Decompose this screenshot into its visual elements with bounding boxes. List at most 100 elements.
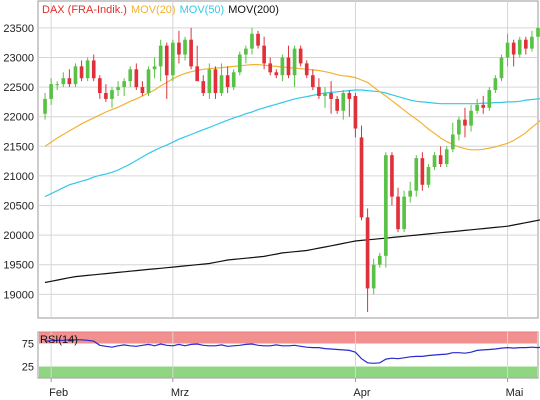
candle-body xyxy=(110,90,114,99)
legend-entry: MOV(20) xyxy=(131,4,176,16)
candle xyxy=(61,72,66,88)
candle-body xyxy=(262,45,266,64)
candle-body xyxy=(408,190,413,197)
candle-body xyxy=(517,39,522,55)
candle-body xyxy=(505,42,510,58)
rsi-line xyxy=(44,339,540,364)
mov200-line xyxy=(44,219,540,284)
candle xyxy=(487,87,492,111)
candle xyxy=(384,152,388,268)
candle xyxy=(524,36,528,55)
candle-body xyxy=(128,69,133,82)
candle-body xyxy=(231,72,236,88)
candle-body xyxy=(493,78,498,91)
candle xyxy=(457,116,461,141)
candle-body xyxy=(201,81,206,94)
candle xyxy=(377,252,382,268)
candle-body xyxy=(310,75,315,88)
candle-body xyxy=(207,69,212,94)
candle xyxy=(335,95,339,114)
candle xyxy=(517,36,522,58)
y-tick-label: 20000 xyxy=(3,230,34,242)
candle xyxy=(304,60,309,79)
candle xyxy=(122,78,126,96)
candle xyxy=(426,164,431,188)
mov50-line xyxy=(44,89,540,198)
candle xyxy=(152,57,157,79)
candle-body xyxy=(79,66,84,79)
candle-body xyxy=(286,57,291,76)
candle-body xyxy=(390,155,394,197)
candle xyxy=(317,78,321,99)
candle-body xyxy=(122,81,126,88)
x-tick-label: Feb xyxy=(49,387,68,399)
candle-body xyxy=(61,78,66,85)
candle-body xyxy=(43,98,47,114)
candle-body xyxy=(359,137,364,218)
candle-body xyxy=(335,98,339,111)
candle-body xyxy=(353,95,358,129)
candle-body xyxy=(91,60,96,79)
candle-body xyxy=(225,75,230,88)
legend-entry: MOV(50) xyxy=(180,4,225,16)
candle-body xyxy=(104,93,108,99)
candle xyxy=(67,69,72,88)
candle-body xyxy=(213,69,218,94)
candle xyxy=(237,51,242,76)
candle-body xyxy=(85,60,90,79)
rsi-panel: 25 75 RSI(14) xyxy=(22,331,540,379)
candle xyxy=(140,81,145,96)
candle-body xyxy=(292,48,297,76)
y-tick-label: 19000 xyxy=(3,289,34,301)
candle-body xyxy=(237,54,242,73)
candle-body xyxy=(244,48,248,55)
candle-body xyxy=(152,66,157,70)
y-tick-label: 21000 xyxy=(3,171,34,183)
candle-body xyxy=(268,63,273,73)
candle-body xyxy=(475,104,479,111)
candle xyxy=(195,45,200,82)
legend-entry: DAX (FRA-Indik.) xyxy=(42,4,127,16)
candle xyxy=(475,98,479,114)
candle-body xyxy=(219,75,224,94)
candle-body xyxy=(341,93,346,111)
candle-body xyxy=(256,33,260,46)
candle xyxy=(481,95,486,114)
candle-body xyxy=(171,42,175,76)
candle xyxy=(97,75,102,99)
rsi-y-tick-label: 75 xyxy=(22,339,34,351)
y-tick-label: 23500 xyxy=(3,23,34,35)
y-tick-label: 20500 xyxy=(3,201,34,213)
candle-body xyxy=(499,57,504,79)
candle-body xyxy=(67,78,72,85)
candle-body xyxy=(158,45,163,67)
candle-body xyxy=(189,39,193,67)
candle-body xyxy=(323,93,327,96)
candle-body xyxy=(463,119,467,126)
candle-body xyxy=(365,217,370,289)
candle xyxy=(219,63,224,96)
candle-body xyxy=(444,149,449,165)
candle-body xyxy=(536,27,540,37)
rsi-legend-label: RSI(14) xyxy=(40,334,78,346)
candle-body xyxy=(420,158,425,185)
candle xyxy=(55,81,60,91)
candle xyxy=(231,69,236,91)
candle xyxy=(341,90,346,120)
mov20-line xyxy=(44,63,540,151)
candle xyxy=(85,57,90,82)
candle-body xyxy=(140,87,145,94)
candle xyxy=(146,66,151,96)
candle xyxy=(298,45,303,67)
candle-body xyxy=(134,69,139,88)
candle-body xyxy=(396,196,400,230)
candle xyxy=(225,66,230,94)
candle-body xyxy=(304,63,309,76)
candle-body xyxy=(450,134,455,150)
candle-body xyxy=(414,158,419,191)
candle xyxy=(323,87,327,108)
candle-body xyxy=(317,87,321,96)
candle-body xyxy=(371,264,376,289)
candle xyxy=(189,27,193,70)
